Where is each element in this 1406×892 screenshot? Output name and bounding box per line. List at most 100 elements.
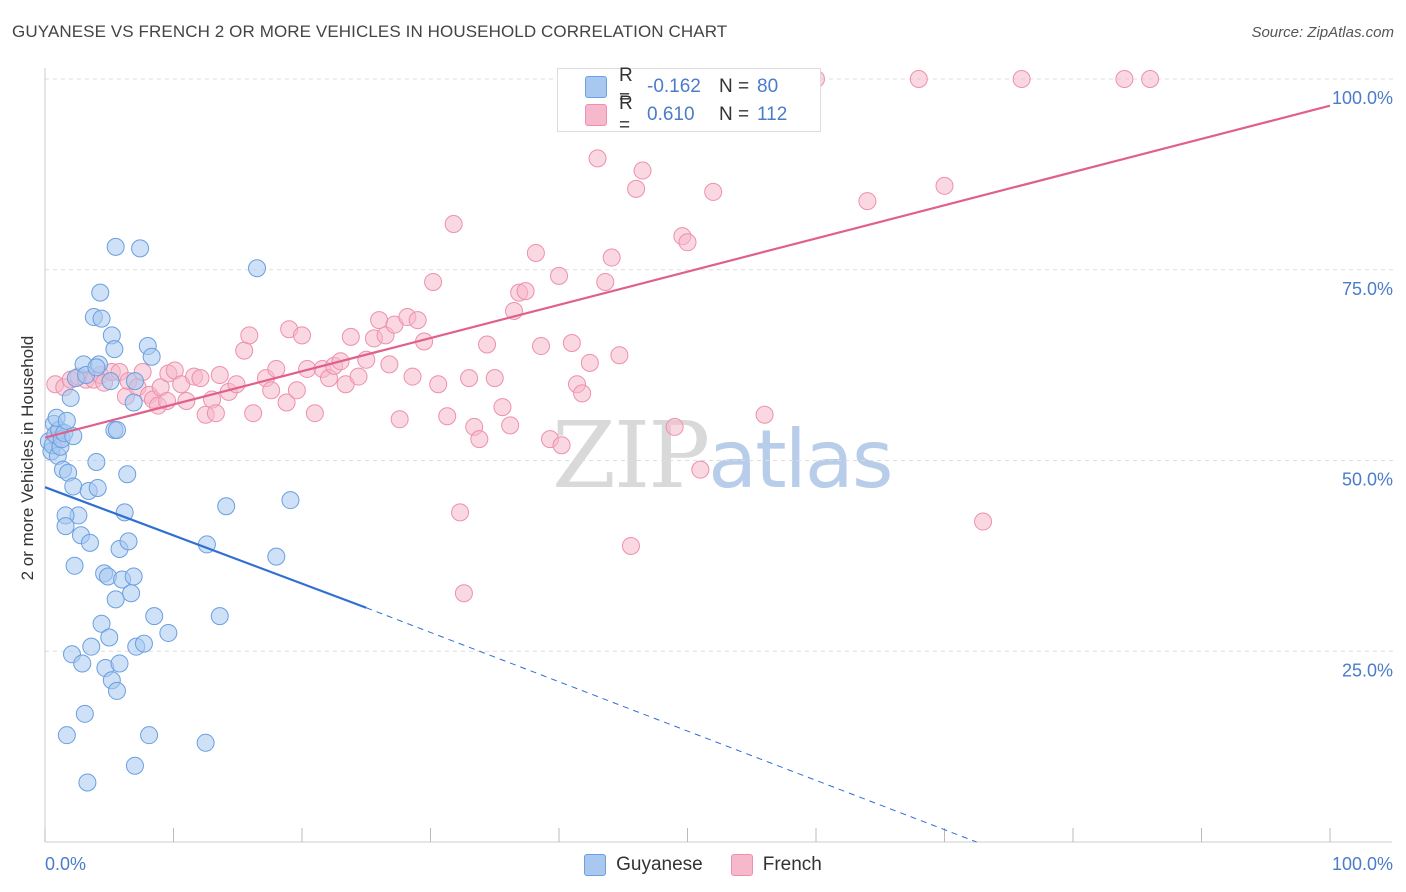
legend-n-label: N =: [719, 76, 750, 97]
legend-item-guyanese[interactable]: Guyanese: [584, 854, 703, 876]
legend-row-guyanese: R = -0.162 N = 80: [558, 65, 779, 108]
guyanese-point: [75, 704, 94, 723]
french-legend-swatch: [730, 854, 753, 876]
french-point: [501, 416, 520, 435]
guyanese-point: [125, 372, 144, 391]
french-point: [602, 248, 621, 267]
french-point: [573, 384, 592, 403]
french-point: [588, 149, 607, 168]
french-point: [191, 369, 210, 388]
legend-r-value: -0.162: [647, 76, 701, 97]
guyanese-point: [64, 477, 83, 496]
french-point: [621, 536, 640, 555]
guyanese-point: [92, 614, 111, 633]
guyanese-point: [107, 681, 126, 700]
guyanese-point: [61, 388, 80, 407]
chart-source: Source: ZipAtlas.com: [1251, 24, 1394, 41]
guyanese-point: [101, 372, 120, 391]
french-point: [755, 405, 774, 424]
french-point: [580, 353, 599, 372]
french-point: [610, 346, 629, 365]
french-point: [305, 404, 324, 423]
french-point: [691, 460, 710, 479]
guyanese-point: [73, 654, 92, 673]
axes: [44, 68, 1392, 843]
french-point: [341, 327, 360, 346]
guyanese-point: [57, 726, 76, 745]
guyanese-point: [159, 623, 178, 642]
guyanese-legend-swatch: [584, 854, 607, 876]
guyanese-point: [217, 497, 236, 516]
guyanese-point: [78, 773, 97, 792]
french-point: [1012, 70, 1031, 88]
french-point: [424, 272, 443, 291]
watermark-atlas: atlas: [708, 413, 893, 506]
french-point: [235, 341, 254, 360]
french-trend-line: [44, 104, 1331, 439]
guyanese-point: [91, 283, 110, 302]
tick-labels: 25.0% 50.0% 75.0% 100.0% 0.0% 100.0%: [45, 88, 1393, 874]
guyanese-point: [65, 556, 84, 575]
legend-n-value: 80: [757, 76, 779, 97]
guyanese-point: [119, 532, 138, 551]
chart-title: GUYANESE VS FRENCH 2 OR MORE VEHICLES IN…: [12, 22, 728, 41]
series-legend: Guyanese French: [0, 852, 1406, 878]
french-point: [627, 179, 646, 198]
legend-r-label: R =: [619, 93, 633, 136]
french-point: [470, 430, 489, 449]
guyanese-point: [267, 547, 286, 566]
legend-item-french[interactable]: French: [730, 854, 822, 876]
french-swatch: [585, 104, 607, 126]
guyanese-swatch: [585, 76, 607, 98]
legend-row-french: R = 0.610 N = 112: [558, 93, 787, 136]
guyanese-point: [87, 358, 106, 377]
x-tick-label: 100.0%: [1332, 854, 1393, 874]
legend-r-label: R =: [619, 65, 633, 108]
french-point: [349, 367, 368, 386]
french-point: [370, 311, 389, 330]
french-point: [909, 70, 928, 88]
grid-lines: [45, 78, 1395, 652]
french-point: [403, 367, 422, 386]
guyanese-trend-extension: [366, 607, 977, 843]
french-point: [262, 381, 281, 400]
guyanese-point: [142, 347, 161, 366]
guyanese-point: [88, 478, 107, 497]
y-tick-label: 75.0%: [1342, 279, 1393, 299]
guyanese-points: [39, 237, 300, 792]
guyanese-point: [134, 634, 153, 653]
french-point: [665, 417, 684, 436]
legend-n-label: N =: [719, 104, 750, 125]
french-point: [451, 503, 470, 522]
french-point: [380, 355, 399, 374]
french-point: [1115, 70, 1134, 88]
french-point: [444, 214, 463, 233]
guyanese-point: [125, 756, 144, 775]
french-point: [935, 176, 954, 195]
guyanese-point: [210, 607, 229, 626]
french-point: [485, 369, 504, 388]
french-point: [552, 436, 571, 455]
guyanese-point: [80, 533, 99, 552]
legend-r-value: 0.610: [647, 104, 695, 125]
x-tick-label: 0.0%: [45, 854, 86, 874]
guyanese-point: [106, 237, 125, 256]
guyanese-point: [248, 259, 267, 278]
guyanese-point: [100, 628, 119, 647]
guyanese-point: [57, 411, 76, 430]
french-point: [267, 359, 286, 378]
french-point: [244, 404, 263, 423]
french-point: [633, 161, 652, 180]
guyanese-point: [82, 637, 101, 656]
french-legend-label: French: [762, 854, 822, 875]
y-tick-label: 50.0%: [1342, 470, 1393, 490]
y-tick-label: 100.0%: [1332, 88, 1393, 108]
guyanese-point: [140, 726, 159, 745]
french-point: [438, 407, 457, 426]
guyanese-point: [196, 733, 215, 752]
french-point: [526, 243, 545, 262]
french-points: [46, 70, 1160, 603]
y-tick-label: 25.0%: [1342, 660, 1393, 680]
french-point: [390, 410, 409, 429]
